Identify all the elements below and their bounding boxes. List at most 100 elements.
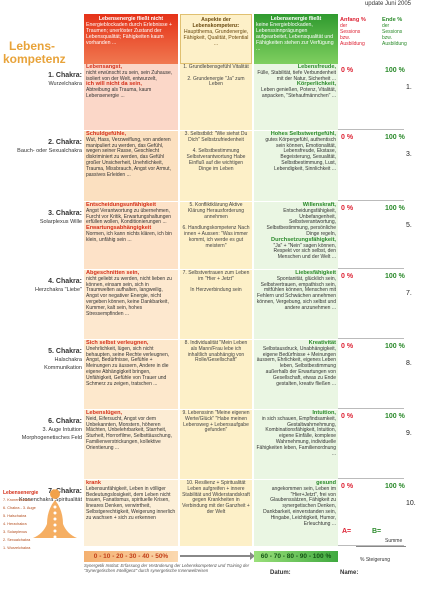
aspect-cell: 9. Lebenssinn "Meine eigenen Werte/Glück…	[180, 410, 252, 479]
row-divider	[338, 129, 404, 130]
date-field-label: Datum:	[270, 570, 291, 576]
name-field-label: Name:	[340, 570, 359, 576]
chakra-number: 7. Chakra:	[48, 488, 82, 495]
chakra-name-2: Kommunikation	[44, 365, 82, 371]
positive-heading: Liebesfähigkeit	[295, 270, 336, 276]
start-percent-field[interactable]: 0 %	[341, 67, 354, 74]
header-positive-title: Lebensenergie fließt	[270, 16, 322, 22]
start-percent-field[interactable]: 0 %	[341, 343, 354, 350]
start-percent-field[interactable]: 0 %	[341, 205, 354, 212]
negative-heading-2: Erwartungsabhängigkeit	[86, 225, 152, 232]
row-divider	[338, 408, 404, 409]
positive-text: gutes Körpergefühl, authentisch sein kön…	[265, 136, 336, 172]
positive-cell: Hohes Selbstwertgefühl, gutes Körpergefüh…	[254, 131, 338, 201]
row-number: 10.	[406, 500, 416, 507]
chakra-label: 5. Chakra: Halschakra Kommunikation	[3, 348, 82, 372]
aspect-cell: 7. Selbstvertrauen zum Leben im "Hier + …	[180, 270, 252, 339]
negative-cell: Lebenslügen, Neid, Eifersucht, Angst vor …	[84, 410, 178, 479]
start-line: Sessions	[340, 29, 361, 35]
header-end: Ende % der Sessions bzw. Ausbildung	[382, 17, 420, 47]
header-aspects: Aspekte der Lebenskompetenz: Hauptthema,…	[180, 14, 252, 64]
negative-cell: krank Lebensunfähigkeit, Leben in völlige…	[84, 480, 178, 546]
sum-label: Summe	[385, 538, 403, 544]
aspect-text: 1. Grundlebensgefühl Vitalität 2. Grunde…	[183, 64, 249, 88]
negative-heading: Sich selbst verleugnen,	[86, 340, 149, 346]
negative-cell: Sich selbst verleugnen, Unehrlichkeit, lü…	[84, 340, 178, 409]
end-percent-field[interactable]: 100 %	[385, 343, 405, 350]
row-number: 1.	[406, 84, 412, 91]
end-percent-field[interactable]: 100 %	[385, 413, 405, 420]
meditating-figure-icon	[33, 486, 77, 539]
end-percent-field[interactable]: 100 %	[385, 483, 405, 490]
row-number: 8.	[406, 360, 412, 367]
negative-heading: Lebensangst,	[86, 64, 123, 70]
figure-chakra-label: 6. Chakra - 3. Auge	[3, 506, 36, 510]
negative-text: nicht geliebt zu werden, nicht lieben zu…	[86, 275, 172, 317]
chakra-number: 2. Chakra:	[48, 139, 82, 146]
start-title: Anfang %	[340, 17, 366, 23]
positive-cell: Lebensfreude, Fülle, Stabilität, tiefe Ve…	[254, 64, 338, 130]
chakra-name: Bauch- oder Sexualchakra	[17, 148, 82, 154]
negative-text: Angst Verantwortung zu übernehmen, Furch…	[86, 207, 172, 226]
negative-cell: Schuldgefühle, Wut, Hass, Verzweiflung, v…	[84, 131, 178, 201]
negative-text: Lebensunfähigkeit, Leben in völliger Bed…	[86, 485, 176, 521]
positive-text: in sich schauen, Empfindsamkeit, Gestalt…	[256, 415, 337, 457]
header-negative: Lebensenergie fließt nicht Energieblocka…	[84, 14, 178, 64]
positive-text-2: Leben genießen, Potenz, Vitalität, anpac…	[261, 87, 336, 99]
title-line-2: kompetenz	[3, 52, 66, 66]
aspect-cell: 3. Selbstbild: "Wie siehst Du Dich" Selb…	[180, 131, 252, 201]
scale-arrow	[180, 552, 255, 560]
end-line: der	[382, 23, 390, 29]
header-aspects-title: Aspekte der Lebenskompetenz:	[192, 17, 240, 29]
end-percent-field[interactable]: 100 %	[385, 134, 405, 141]
positive-cell: gesund angekommen sein, Leben im "Hier+Je…	[254, 480, 338, 546]
start-percent-field[interactable]: 0 %	[341, 413, 354, 420]
negative-heading: Lebenslügen,	[86, 410, 123, 416]
page-title: Lebens- kompetenz	[3, 40, 66, 66]
figure-chakra-label: 4. Herzchakra	[3, 522, 27, 526]
positive-heading: Intuition,	[312, 410, 336, 416]
negative-heading: Abgeschnitten sein,	[86, 270, 140, 276]
chakra-label: 3. Chakra: Solarplexus Wille	[3, 210, 82, 226]
negative-heading-2: ich will nicht da sein,	[86, 81, 142, 88]
aspect-text: 5. Konfliktklärung Aktive Klärung Heraus…	[182, 202, 250, 249]
aspect-text: 3. Selbstbild: "Wie siehst Du Dich" Selb…	[184, 131, 248, 172]
end-percent-field[interactable]: 100 %	[385, 67, 405, 74]
scale-right: 60 - 70 - 80 - 90 - 100 %	[254, 551, 338, 562]
increase-label: % Steigerung	[360, 557, 391, 563]
total-b: B=	[372, 528, 382, 535]
negative-heading: Entscheidungsunfähigkeit	[86, 202, 156, 208]
negative-text: Wut, Hass, Verzweiflung, von anderen man…	[86, 136, 171, 178]
header-aspects-text: Hauptthema, Grundenergie, Fähigkeit, Qua…	[183, 29, 249, 47]
negative-text: nicht erwünscht zu sein, sein Zuhause, i…	[86, 69, 173, 82]
row-divider	[338, 268, 404, 269]
figure-chakra-label: 2. Sexualchakra	[3, 538, 31, 542]
positive-cell: Willenskraft, Entscheidungsfähigkeit, Unb…	[254, 202, 338, 269]
total-a: A=	[342, 528, 352, 535]
positive-text-2: "Ja" + "Nein" sagen können, Respekt vor …	[273, 242, 336, 261]
header-positive-text: keine Energieblockaden, Lebenssinnprägun…	[256, 22, 334, 52]
chakra-label: 1. Chakra: Wurzelchakra	[3, 72, 82, 88]
chakra-number: 1. Chakra:	[48, 72, 82, 79]
chakra-label: 7. Chakra: Kronenchakra Spiritualität	[3, 488, 82, 504]
end-percent-field[interactable]: 100 %	[385, 205, 405, 212]
update-date: update Juni 2005	[364, 1, 411, 7]
header-start: Anfang % der Sessions bzw. Ausbildung	[340, 17, 378, 47]
aspect-text: 8. Individualität "Mein Leben als Mann/F…	[184, 340, 248, 364]
end-line: Ausbildung	[382, 41, 407, 47]
start-percent-field[interactable]: 0 %	[341, 134, 354, 141]
row-divider	[338, 545, 404, 546]
scale-left: 0 - 10 - 20 - 30 - 40 - 50%	[84, 551, 178, 562]
end-title: Ende %	[382, 17, 403, 23]
chakra-number: 3. Chakra:	[48, 210, 82, 217]
row-number: 7.	[406, 290, 412, 297]
start-percent-field[interactable]: 0 %	[341, 483, 354, 490]
positive-heading-2: Durchsetzungsfähigkeit,	[271, 236, 336, 243]
aspect-text: 9. Lebenssinn "Meine eigenen Werte/Glück…	[182, 410, 250, 434]
end-percent-field[interactable]: 100 %	[385, 273, 405, 280]
figure-chakra-label: 7. Kronenchakra	[3, 498, 31, 502]
start-percent-field[interactable]: 0 %	[341, 273, 354, 280]
header-positive: Lebensenergie fließt keine Energieblocka…	[254, 14, 338, 64]
aspect-cell: 8. Individualität "Mein Leben als Mann/F…	[180, 340, 252, 409]
chakra-name: Kronenchakra Spiritualität	[19, 497, 82, 503]
